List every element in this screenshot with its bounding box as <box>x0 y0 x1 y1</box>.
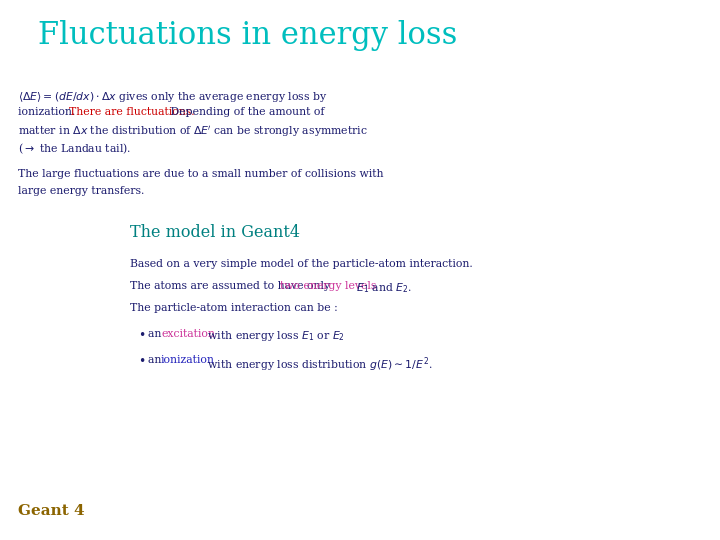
Text: Fluctuations in energy loss: Fluctuations in energy loss <box>38 20 457 51</box>
Text: The particle-atom interaction can be :: The particle-atom interaction can be : <box>130 303 338 313</box>
Text: Geant 4: Geant 4 <box>18 504 85 518</box>
Text: •: • <box>138 329 145 342</box>
Text: excitation: excitation <box>161 329 215 339</box>
Text: ionization: ionization <box>161 355 215 365</box>
Text: ($\rightarrow$ the Landau tail).: ($\rightarrow$ the Landau tail). <box>18 141 131 156</box>
Text: two energy levels: two energy levels <box>280 281 377 291</box>
Text: with energy loss $E_1$ or $E_2$: with energy loss $E_1$ or $E_2$ <box>204 329 345 343</box>
Text: •: • <box>138 355 145 368</box>
Text: Based on a very simple model of the particle-atom interaction.: Based on a very simple model of the part… <box>130 259 473 269</box>
Text: $\langle\Delta E\rangle = (dE/dx)\cdot\Delta x$ gives only the average energy lo: $\langle\Delta E\rangle = (dE/dx)\cdot\D… <box>18 90 328 104</box>
Text: an: an <box>148 355 165 365</box>
Text: $E_1$ and $E_2$.: $E_1$ and $E_2$. <box>353 281 413 295</box>
Text: There are fluctuations.: There are fluctuations. <box>69 107 194 117</box>
Text: ionization.: ionization. <box>18 107 78 117</box>
Text: The model in Geant4: The model in Geant4 <box>130 224 300 241</box>
Text: with energy loss distribution $g(E) \sim 1/E^2$.: with energy loss distribution $g(E) \sim… <box>204 355 433 374</box>
Text: Depending of the amount of: Depending of the amount of <box>167 107 325 117</box>
Text: The atoms are assumed to have only: The atoms are assumed to have only <box>130 281 333 291</box>
Text: matter in $\Delta x$ the distribution of $\Delta E$$'$ can be strongly asymmetri: matter in $\Delta x$ the distribution of… <box>18 124 368 139</box>
Text: an: an <box>148 329 165 339</box>
Text: The large fluctuations are due to a small number of collisions with: The large fluctuations are due to a smal… <box>18 169 384 179</box>
Text: large energy transfers.: large energy transfers. <box>18 186 145 196</box>
